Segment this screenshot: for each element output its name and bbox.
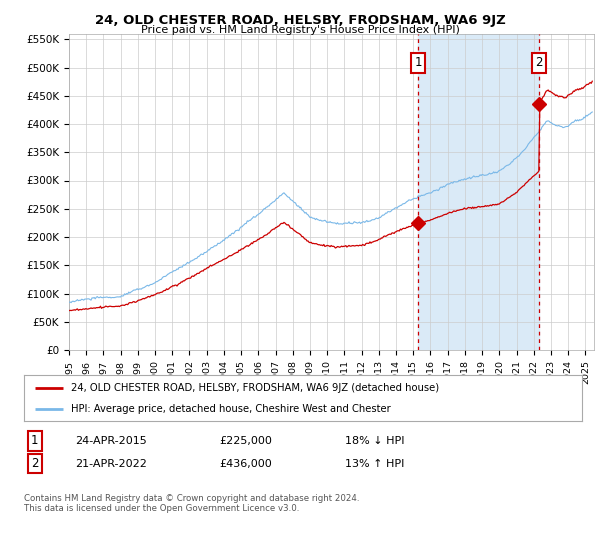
Text: Price paid vs. HM Land Registry's House Price Index (HPI): Price paid vs. HM Land Registry's House … bbox=[140, 25, 460, 35]
Text: 2: 2 bbox=[31, 457, 38, 470]
Text: 24, OLD CHESTER ROAD, HELSBY, FRODSHAM, WA6 9JZ (detached house): 24, OLD CHESTER ROAD, HELSBY, FRODSHAM, … bbox=[71, 382, 440, 393]
Text: 2: 2 bbox=[535, 57, 542, 69]
Bar bbox=[418, 34, 539, 350]
Text: 18% ↓ HPI: 18% ↓ HPI bbox=[345, 436, 404, 446]
Text: 24-APR-2015: 24-APR-2015 bbox=[75, 436, 147, 446]
Text: Contains HM Land Registry data © Crown copyright and database right 2024.
This d: Contains HM Land Registry data © Crown c… bbox=[24, 494, 359, 514]
Text: 1: 1 bbox=[31, 434, 38, 447]
Text: 21-APR-2022: 21-APR-2022 bbox=[75, 459, 147, 469]
Text: HPI: Average price, detached house, Cheshire West and Chester: HPI: Average price, detached house, Ches… bbox=[71, 404, 391, 414]
Text: £436,000: £436,000 bbox=[219, 459, 272, 469]
Text: £225,000: £225,000 bbox=[219, 436, 272, 446]
Text: 13% ↑ HPI: 13% ↑ HPI bbox=[345, 459, 404, 469]
Text: 24, OLD CHESTER ROAD, HELSBY, FRODSHAM, WA6 9JZ: 24, OLD CHESTER ROAD, HELSBY, FRODSHAM, … bbox=[95, 14, 505, 27]
Text: 1: 1 bbox=[415, 57, 422, 69]
